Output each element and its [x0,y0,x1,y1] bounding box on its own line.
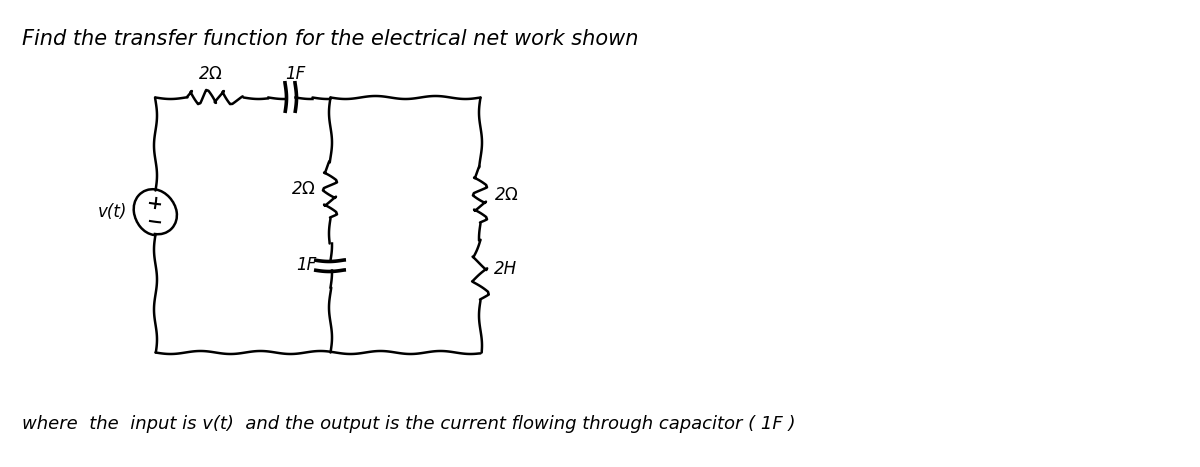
Text: 1F: 1F [284,65,305,83]
Text: 2H: 2H [494,261,517,278]
Text: 2$\Omega$: 2$\Omega$ [292,181,316,198]
Text: where  the  input is v(t)  and the output is the current flowing through capacit: where the input is v(t) and the output i… [22,415,796,433]
Text: Find the transfer function for the electrical net work shown: Find the transfer function for the elect… [22,29,638,49]
Text: 2$\Omega$: 2$\Omega$ [494,185,518,204]
Text: 1F: 1F [295,255,316,274]
Text: v(t): v(t) [97,203,127,221]
Text: 2$\Omega$: 2$\Omega$ [198,65,222,83]
